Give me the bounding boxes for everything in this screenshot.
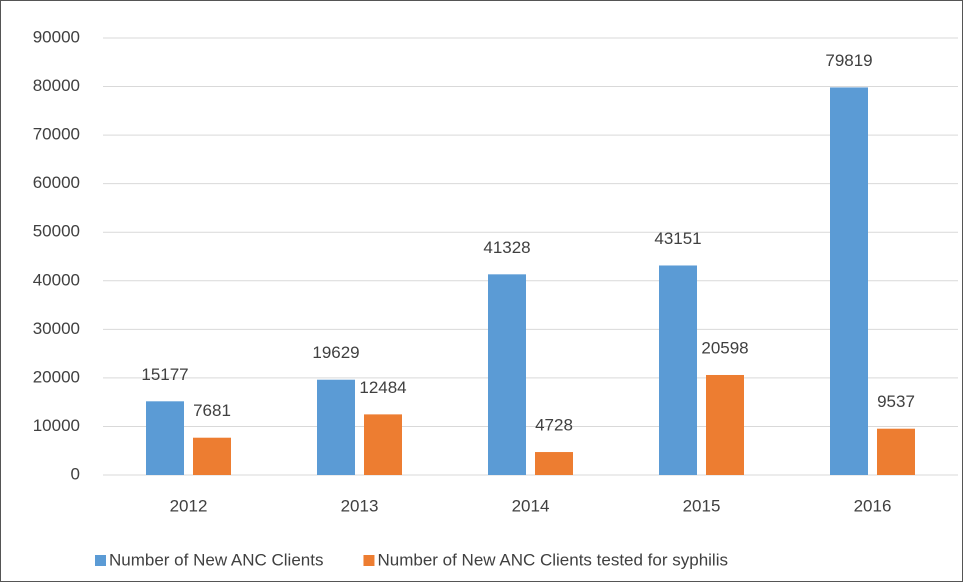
y-tick-label: 20000 — [33, 367, 80, 386]
x-tick-label: 2016 — [854, 496, 892, 515]
y-tick-label: 70000 — [33, 125, 80, 144]
bar — [364, 414, 402, 475]
data-label: 20598 — [701, 338, 748, 357]
bar — [317, 379, 355, 475]
data-label: 79819 — [825, 51, 872, 70]
bar — [146, 401, 184, 475]
x-tick-label: 2014 — [512, 496, 550, 515]
legend-swatch — [363, 555, 375, 566]
y-tick-label: 40000 — [33, 270, 80, 289]
bar — [535, 452, 573, 475]
data-label: 43151 — [654, 229, 701, 248]
y-tick-label: 60000 — [33, 173, 80, 192]
bar — [193, 437, 231, 475]
y-tick-label: 0 — [71, 464, 80, 483]
x-tick-label: 2012 — [170, 496, 208, 515]
legend-label: Number of New ANC Clients — [109, 550, 323, 569]
y-tick-label: 80000 — [33, 76, 80, 95]
x-tick-label: 2013 — [341, 496, 379, 515]
bar — [706, 374, 744, 475]
data-label: 7681 — [193, 401, 231, 420]
data-label: 19629 — [312, 343, 359, 362]
y-tick-label: 10000 — [33, 416, 80, 435]
y-tick-label: 30000 — [33, 319, 80, 338]
bar — [488, 274, 526, 475]
data-label: 15177 — [141, 365, 188, 384]
y-tick-label: 90000 — [33, 27, 80, 46]
legend-label: Number of New ANC Clients tested for syp… — [377, 550, 728, 569]
bar — [659, 265, 697, 475]
data-label: 12484 — [359, 378, 406, 397]
y-tick-label: 50000 — [33, 222, 80, 241]
data-label: 4728 — [535, 416, 573, 435]
bar — [830, 87, 868, 475]
data-label: 9537 — [877, 392, 915, 411]
data-label: 41328 — [483, 238, 530, 257]
x-tick-label: 2015 — [683, 496, 721, 515]
legend-swatch — [95, 555, 106, 566]
bar — [877, 428, 915, 475]
